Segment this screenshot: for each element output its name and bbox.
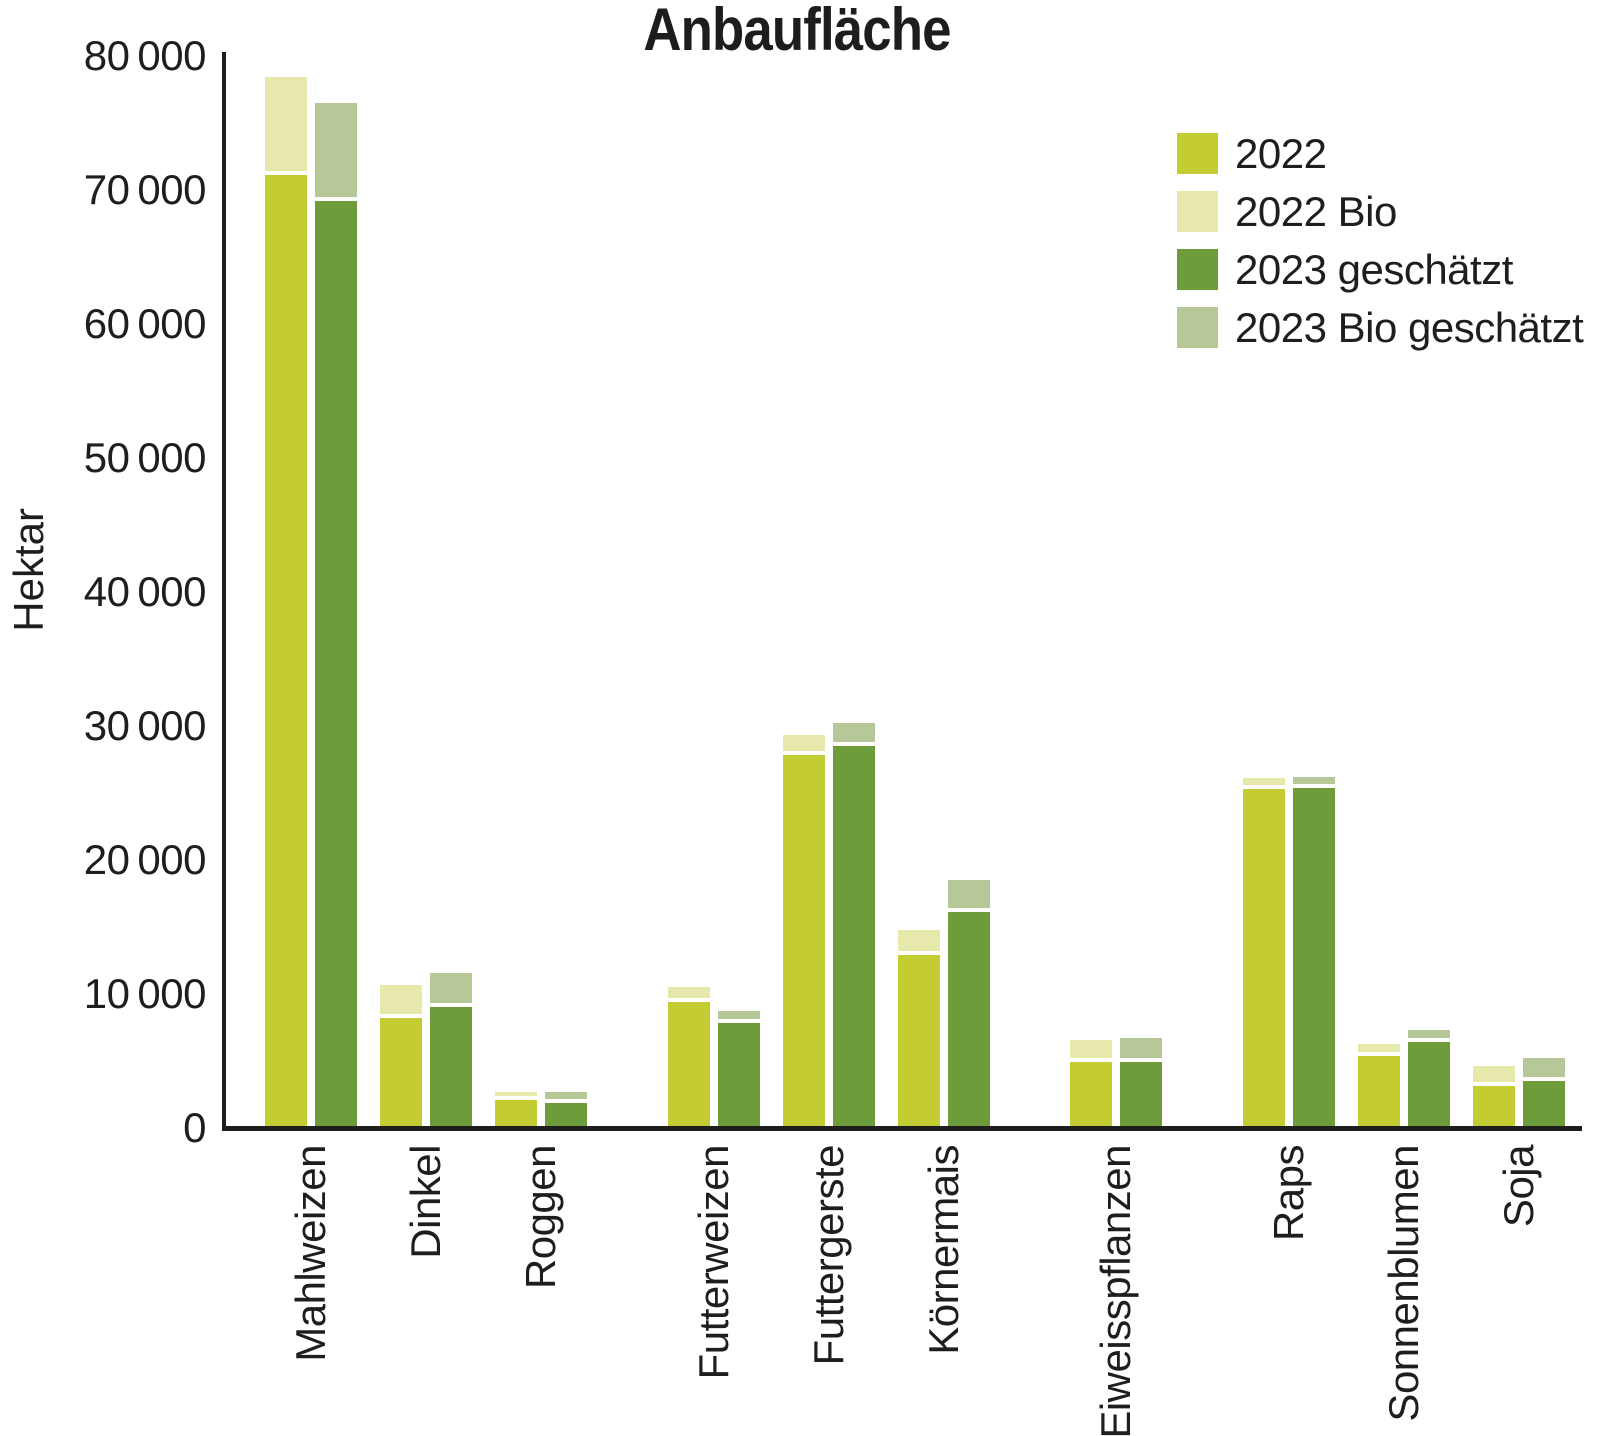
bar-eiweisspflanzen-2022-bio	[1070, 1039, 1112, 1059]
legend-item: 2022	[1177, 129, 1583, 177]
bar-soja-2023-bio	[1522, 1058, 1565, 1078]
bar-mahlweizen-2022	[265, 175, 307, 1126]
x-label-text: Sonnenblumen	[1379, 1145, 1427, 1422]
bar-roggen-2023	[545, 1102, 587, 1126]
bar-futtergerste-2023	[832, 746, 875, 1126]
legend-label: 2023 Bio geschätzt	[1235, 303, 1584, 351]
bar-k-rnermais-2023	[947, 912, 990, 1126]
bar-eiweisspflanzen-2023	[1120, 1062, 1162, 1126]
legend-swatch	[1177, 191, 1218, 232]
bar-raps-2023	[1292, 787, 1335, 1126]
y-tick-label-80000: 80 000	[83, 32, 207, 79]
bar-futtergerste-2022	[782, 755, 825, 1126]
bar-dinkel-2023	[430, 1007, 472, 1126]
legend-item: 2023 Bio geschätzt	[1177, 303, 1584, 351]
legend-label: 2023 geschätzt	[1235, 245, 1513, 293]
bar-dinkel-2022-bio	[380, 984, 422, 1015]
x-label-k-rnermais: Körnermais	[919, 1145, 967, 1355]
y-tick-label-70000: 70 000	[83, 166, 207, 213]
bar-sonnenblumen-2023-bio	[1407, 1030, 1450, 1039]
bar-roggen-2022-bio	[495, 1091, 537, 1096]
bar-sonnenblumen-2022-bio	[1357, 1043, 1400, 1052]
bar-eiweisspflanzen-2023-bio	[1120, 1038, 1162, 1059]
legend: 2022 2022 Bio 2023 geschätzt 2023 Bio gesch…	[1177, 129, 1584, 365]
x-label-text: Soja	[1494, 1145, 1542, 1228]
bar-mahlweizen-2023	[315, 200, 357, 1126]
x-label-text: Futterweizen	[689, 1145, 737, 1380]
bar-roggen-2023-bio	[545, 1091, 587, 1099]
bar-k-rnermais-2022	[897, 955, 940, 1126]
bar-futterweizen-2023-bio	[717, 1011, 760, 1020]
bar-soja-2022	[1472, 1086, 1515, 1126]
chart-title: Anbaufläche	[643, 0, 951, 63]
bar-sonnenblumen-2022	[1357, 1055, 1400, 1126]
bar-dinkel-2022	[380, 1018, 422, 1126]
bar-dinkel-2023-bio	[430, 972, 472, 1004]
bar-roggen-2022	[495, 1099, 537, 1126]
x-label-text: Eiweisspflanzen	[1092, 1145, 1139, 1436]
x-label-text: Körnermais	[919, 1145, 967, 1355]
bar-sonnenblumen-2023	[1407, 1042, 1450, 1126]
x-label-text: Dinkel	[402, 1145, 449, 1259]
y-tick-label-0: 0	[183, 1104, 206, 1151]
y-tick-label-10000: 10 000	[83, 970, 207, 1017]
bar-futterweizen-2022-bio	[667, 987, 710, 999]
bar-raps-2022	[1242, 788, 1285, 1126]
x-label-text: Mahlweizen	[287, 1145, 334, 1362]
legend-swatch	[1177, 133, 1218, 174]
bar-futtergerste-2023-bio	[832, 723, 875, 743]
bar-futterweizen-2022	[667, 1002, 710, 1126]
x-label-text: Futtergerste	[804, 1145, 852, 1366]
bar-soja-2022-bio	[1472, 1066, 1515, 1083]
x-axis-line	[222, 1126, 1582, 1131]
x-label-roggen: Roggen	[517, 1145, 564, 1290]
y-tick-label-40000: 40 000	[83, 568, 207, 615]
bar-soja-2023	[1522, 1081, 1565, 1126]
y-tick-label-30000: 30 000	[83, 702, 207, 749]
x-label-raps: Raps	[1264, 1145, 1312, 1242]
y-tick-label-60000: 60 000	[83, 300, 207, 347]
bar-k-rnermais-2022-bio	[897, 929, 940, 952]
x-label-futtergerste: Futtergerste	[804, 1145, 852, 1366]
legend-label: 2022 Bio	[1235, 187, 1397, 235]
y-tick-label-20000: 20 000	[83, 836, 207, 883]
legend-swatch	[1177, 249, 1218, 290]
bar-raps-2022-bio	[1242, 778, 1285, 785]
bar-eiweisspflanzen-2022	[1070, 1062, 1112, 1126]
legend-item: 2023 geschätzt	[1177, 245, 1583, 293]
x-label-soja: Soja	[1494, 1145, 1542, 1228]
x-label-text: Roggen	[517, 1145, 564, 1290]
y-axis-line	[222, 52, 226, 1131]
bar-raps-2023-bio	[1292, 776, 1335, 784]
bar-mahlweizen-2023-bio	[315, 102, 357, 197]
x-label-mahlweizen: Mahlweizen	[287, 1145, 334, 1362]
bar-futtergerste-2022-bio	[782, 735, 825, 752]
bar-futterweizen-2023	[717, 1023, 760, 1126]
y-tick-label-50000: 50 000	[83, 434, 207, 481]
legend-swatch	[1177, 307, 1218, 348]
legend-label: 2022	[1235, 129, 1327, 177]
bar-k-rnermais-2023-bio	[947, 880, 990, 909]
x-label-dinkel: Dinkel	[402, 1145, 449, 1259]
x-label-sonnenblumen: Sonnenblumen	[1379, 1145, 1427, 1422]
bar-mahlweizen-2022-bio	[265, 77, 307, 172]
x-label-futterweizen: Futterweizen	[689, 1145, 737, 1380]
legend-item: 2022 Bio	[1177, 187, 1583, 235]
x-label-eiweisspflanzen: Eiweisspflanzen	[1092, 1145, 1139, 1436]
x-label-text: Raps	[1264, 1145, 1312, 1242]
